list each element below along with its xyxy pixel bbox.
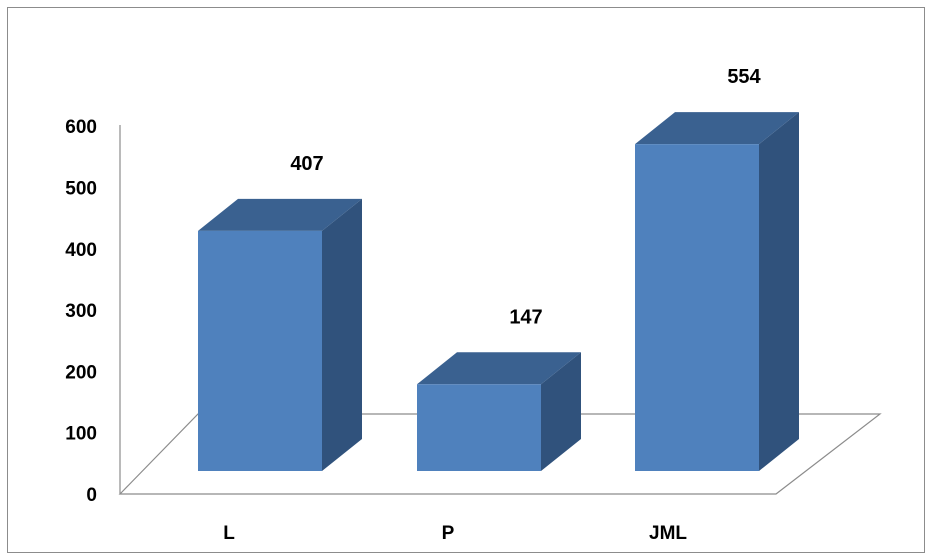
data-labels: 407 147 554: [290, 66, 761, 328]
y-tick-label: 600: [65, 117, 97, 138]
chart-walls: [118, 125, 882, 495]
floor-plane: [118, 413, 882, 495]
bar-side-face: [322, 198, 362, 471]
y-tick-label: 300: [65, 301, 97, 322]
x-category-label: L: [223, 523, 235, 544]
bar-front-face: [198, 230, 322, 471]
bar-top-face: [198, 198, 362, 231]
bar-top-face: [417, 352, 581, 385]
y-axis-tick-labels: 0 100 200 300 400 500 600: [65, 117, 97, 506]
bar-jml: [635, 112, 799, 471]
y-tick-label: 200: [65, 362, 97, 383]
bar-p: [417, 352, 581, 471]
y-tick-label: 400: [65, 240, 97, 261]
bar-top-face: [635, 112, 799, 145]
y-tick-label: 100: [65, 424, 97, 445]
data-label: 147: [509, 306, 542, 328]
x-axis-category-labels: L P JML: [223, 523, 687, 544]
bar-front-face: [635, 144, 759, 471]
y-tick-label: 500: [65, 179, 97, 200]
bars: [198, 112, 799, 471]
x-category-label: JML: [649, 523, 687, 544]
x-category-label: P: [442, 523, 455, 544]
data-label: 407: [290, 153, 323, 175]
y-tick-label: 0: [86, 485, 97, 506]
bar-front-face: [417, 384, 541, 471]
bar-side-face: [541, 352, 581, 471]
bar-side-face: [759, 112, 799, 471]
bar-l: [198, 198, 362, 471]
data-label: 554: [727, 66, 761, 88]
